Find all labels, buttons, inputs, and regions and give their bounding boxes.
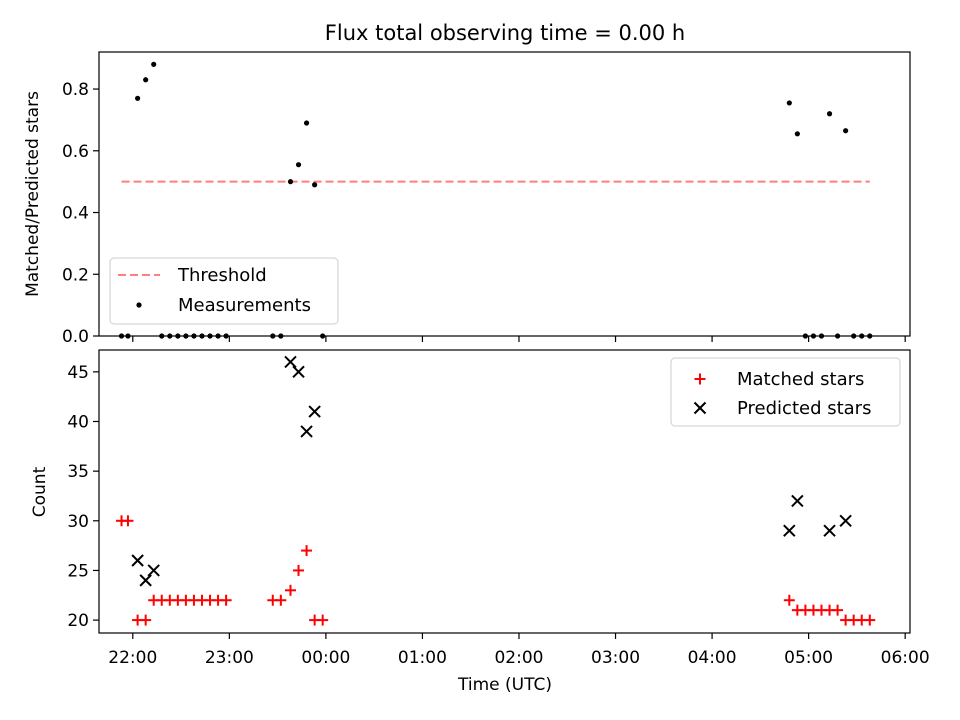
x-tick-label: 00:00 [301, 648, 350, 668]
legend-predicted-swatch [693, 401, 707, 415]
matched-stars-point [275, 594, 287, 606]
legend-matched-swatch [694, 373, 706, 385]
bottom-panel: 20 25 30 35 40 45 22:00 23:00 00:00 01:00 02:00 03:… [67, 349, 930, 668]
measurements-point [303, 120, 310, 126]
matched-stars-point [140, 614, 152, 626]
matched-stars-point [783, 594, 795, 606]
y-tick-label: 35 [67, 462, 89, 482]
predicted-stars-point [308, 405, 321, 418]
measurements-point [786, 100, 792, 106]
predicted-stars-point [839, 514, 852, 528]
x-tick-label: 04:00 [688, 648, 737, 668]
matched-stars-point [832, 604, 844, 616]
legend-threshold-label: Threshold [177, 265, 267, 286]
measurements-point [135, 95, 141, 101]
x-tick-label: 06:00 [881, 648, 930, 668]
predicted-stars-point [823, 524, 836, 537]
y-tick-label: 0.6 [62, 142, 89, 162]
bottom-y-axis-label: Count [30, 466, 50, 517]
predicted-stars-point [791, 494, 804, 508]
x-tick-label: 23:00 [205, 648, 254, 668]
plot-frame [98, 51, 911, 337]
x-tick-label: 05:00 [784, 648, 833, 668]
matched-stars-point [864, 614, 876, 626]
chart-title: Flux total observing time = 0.00 h [325, 21, 685, 45]
legend: Matched stars Predicted stars [670, 357, 901, 427]
measurements-point [843, 128, 849, 134]
predicted-stars-point [300, 425, 313, 438]
y-tick-label: 45 [67, 363, 89, 383]
legend-matched-label: Matched stars [737, 369, 864, 390]
legend-box [670, 357, 901, 427]
y-tick-label: 0.2 [62, 265, 89, 285]
predicted-stars-point [139, 574, 152, 587]
legend-measurements-label: Measurements [178, 295, 311, 316]
predicted-stars-point [284, 355, 297, 369]
y-tick-label: 0.0 [62, 327, 89, 347]
y-tick-label: 25 [67, 561, 89, 581]
measurements-point [794, 131, 800, 137]
legend-measurements-swatch [136, 302, 142, 308]
measurements-point [151, 61, 157, 67]
matched-stars-point [220, 594, 232, 606]
y-tick-label: 20 [67, 611, 89, 631]
x-tick-label: 22:00 [108, 648, 157, 668]
matched-stars-point [293, 564, 305, 576]
measurements-point [143, 77, 149, 83]
matched-stars-point [301, 545, 313, 557]
predicted-stars-point [783, 524, 796, 537]
x-tick-label: 02:00 [494, 648, 543, 668]
predicted-stars-point [131, 554, 144, 567]
measurements-point [287, 179, 294, 185]
predicted-stars-point [292, 365, 305, 379]
predicted-stars-point [147, 564, 160, 577]
top-y-axis-label: Matched/Predicted stars [23, 91, 43, 297]
measurements-point [295, 162, 302, 168]
plot-frame [98, 349, 911, 634]
matched-stars-point [317, 614, 329, 626]
x-axis-label: Time (UTC) [457, 675, 552, 695]
legend-box [109, 257, 339, 325]
y-tick-label: 0.8 [62, 80, 89, 100]
x-tick-label: 03:00 [591, 648, 640, 668]
legend: Threshold Measurements [109, 257, 339, 325]
measurements-point [826, 111, 833, 117]
y-tick-label: 30 [67, 512, 89, 532]
matched-stars-point [284, 584, 296, 596]
y-tick-label: 0.4 [62, 204, 89, 224]
matched-stars-point [122, 515, 134, 527]
top-panel: 0.0 0.2 0.4 0.6 0.8 Threshold Measurements [62, 51, 911, 347]
y-tick-label: 40 [67, 412, 89, 432]
x-tick-label: 01:00 [398, 648, 447, 668]
measurements-point [312, 182, 318, 188]
legend-predicted-label: Predicted stars [737, 398, 871, 419]
